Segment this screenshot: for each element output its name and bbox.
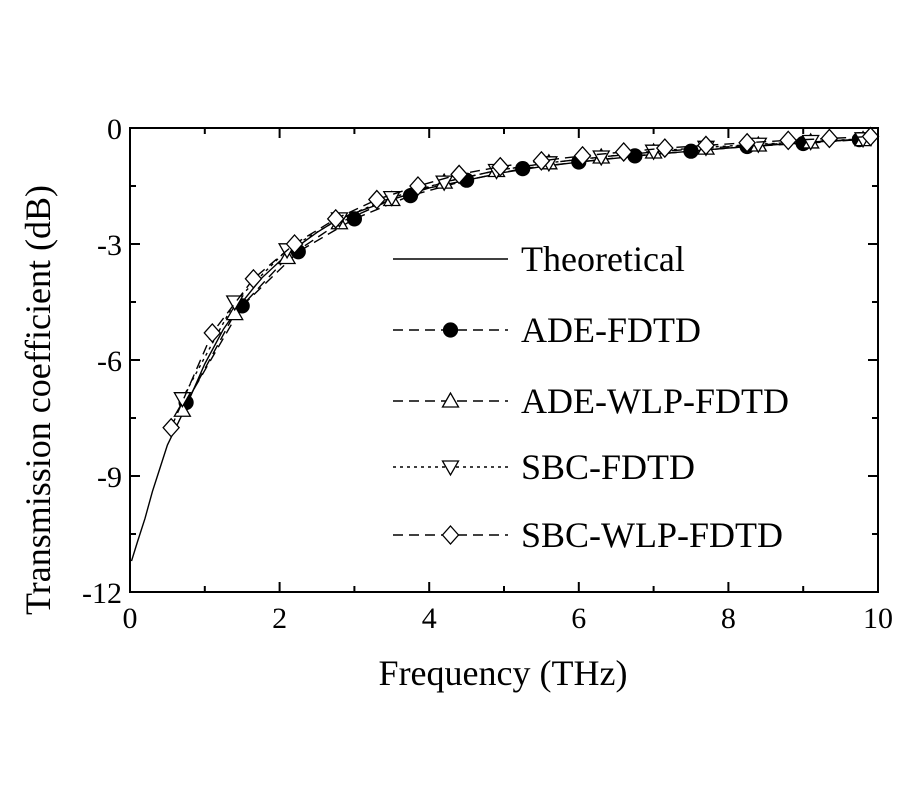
y-tick-label: -12 xyxy=(82,577,122,610)
data-point xyxy=(532,150,551,171)
data-point xyxy=(382,190,401,207)
y-tick-label: -9 xyxy=(97,461,122,494)
data-point xyxy=(655,138,674,159)
legend-label: ADE-WLP-FDTD xyxy=(521,381,789,421)
x-tick-label: 8 xyxy=(721,602,736,635)
data-point xyxy=(683,143,699,159)
data-point xyxy=(409,176,427,196)
legend-item: SBC-FDTD xyxy=(393,447,695,487)
y-tick-label: -3 xyxy=(97,229,122,262)
legend-marker xyxy=(441,525,460,545)
series-layer xyxy=(130,126,880,562)
data-point xyxy=(491,156,510,177)
data-point xyxy=(450,164,468,185)
data-point xyxy=(173,392,192,408)
series-0 xyxy=(130,138,871,562)
y-tick-label: -6 xyxy=(97,345,122,378)
x-tick-label: 6 xyxy=(571,602,586,635)
x-tick-label: 4 xyxy=(422,602,437,635)
data-point xyxy=(203,322,222,343)
legend-label: ADE-FDTD xyxy=(521,310,701,350)
legend-item: ADE-WLP-FDTD xyxy=(393,381,789,421)
data-point xyxy=(614,141,633,162)
axes-layer: 0 2 4 6 8 10 0 -3 -6 -9 -12 xyxy=(82,113,893,635)
data-point xyxy=(820,128,839,149)
data-point xyxy=(515,161,531,177)
data-point xyxy=(162,417,181,438)
data-point xyxy=(244,268,263,289)
legend-item: SBC-WLP-FDTD xyxy=(393,515,783,555)
series-4 xyxy=(162,126,880,438)
legend-label: Theoretical xyxy=(521,239,685,279)
y-axis-title: Transmission coefficient (dB) xyxy=(18,185,58,615)
legend-item: ADE-FDTD xyxy=(393,310,701,350)
legend-label: SBC-FDTD xyxy=(521,447,695,487)
data-point xyxy=(326,208,345,229)
data-point xyxy=(738,132,756,153)
x-tick-label: 10 xyxy=(863,602,893,635)
x-tick-label: 2 xyxy=(272,602,287,635)
data-point xyxy=(225,295,244,312)
data-point xyxy=(861,126,880,147)
legend-marker xyxy=(442,322,459,338)
data-point xyxy=(697,135,715,156)
data-point xyxy=(779,130,798,151)
x-tick-label: 0 xyxy=(123,602,138,635)
legend: Theoretical ADE-FDTD ADE-WLP-FDTD SBC-FDTD S… xyxy=(393,239,789,555)
legend-item: Theoretical xyxy=(393,239,685,279)
data-point xyxy=(225,304,244,321)
series-line xyxy=(130,138,871,562)
series-line xyxy=(170,135,871,428)
legend-marker xyxy=(441,391,460,408)
legend-marker xyxy=(441,460,460,477)
data-point xyxy=(573,145,592,166)
y-tick-label: 0 xyxy=(107,113,122,146)
x-axis-title: Frequency (THz) xyxy=(379,653,628,693)
data-point xyxy=(367,189,386,210)
data-point xyxy=(285,234,304,254)
legend-label: SBC-WLP-FDTD xyxy=(521,515,783,555)
series-line xyxy=(181,138,864,400)
